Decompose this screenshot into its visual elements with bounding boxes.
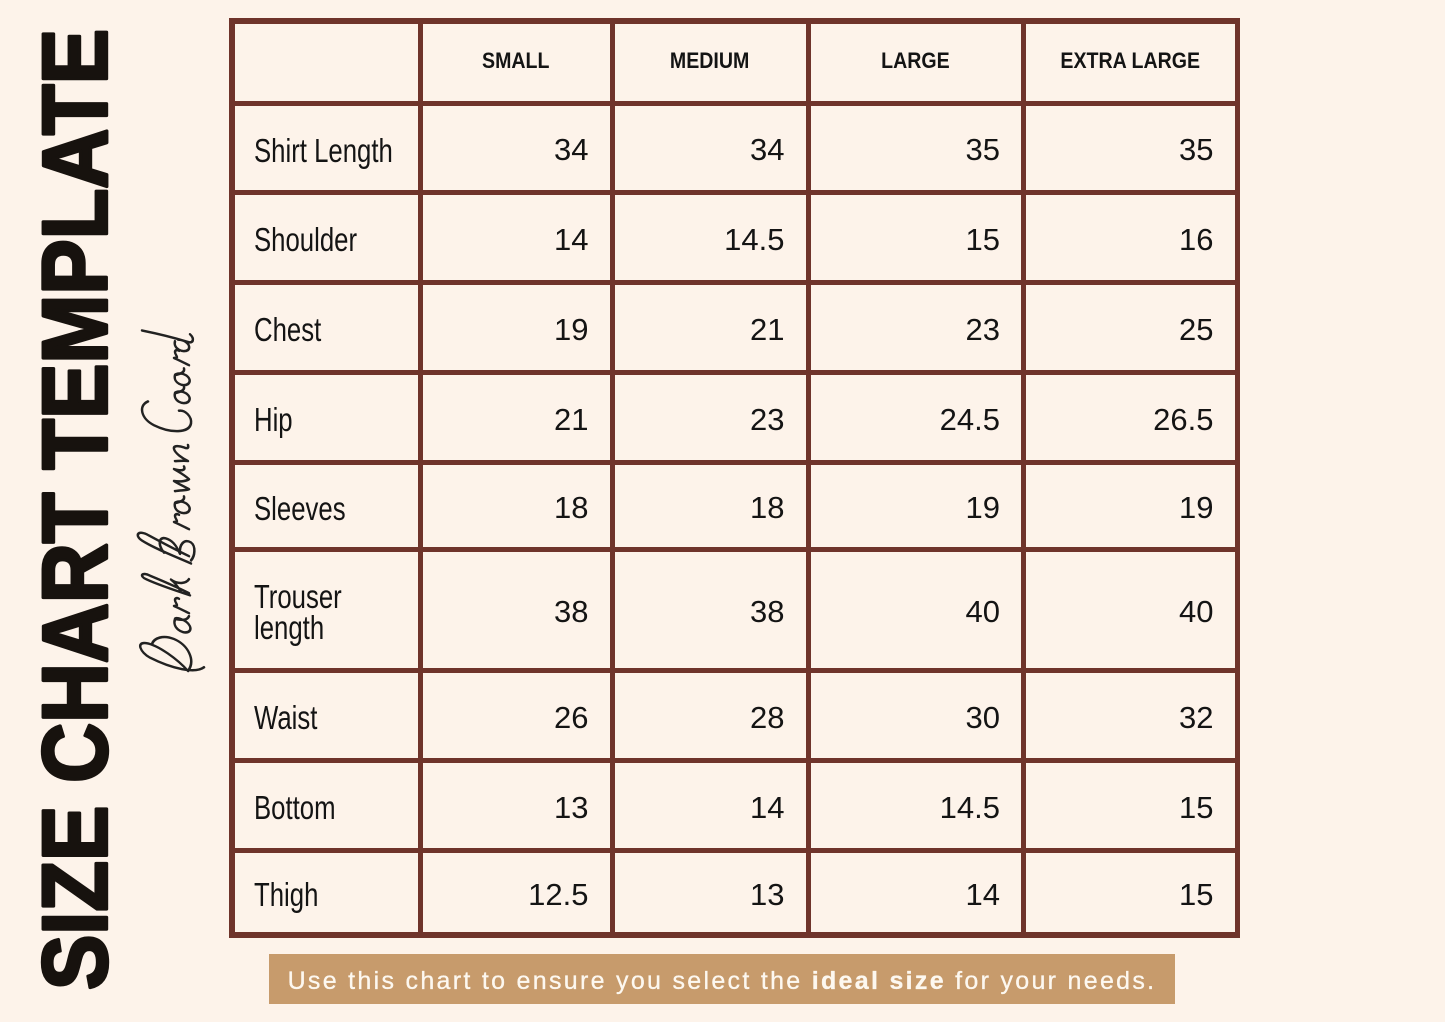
svg-text:SIZE CHART TEMPLATE: SIZE CHART TEMPLATE xyxy=(25,29,127,990)
